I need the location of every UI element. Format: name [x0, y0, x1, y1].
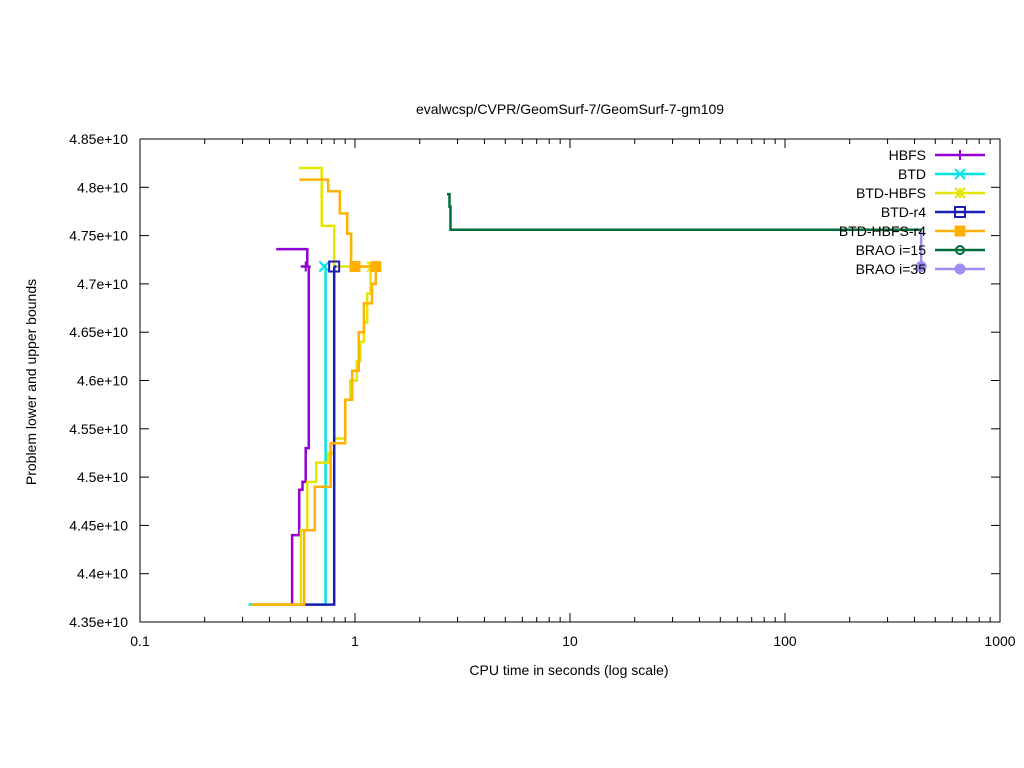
series-line — [299, 166, 372, 268]
data-point-marker — [915, 261, 927, 273]
y-tick-label: 4.55e+10 — [69, 421, 128, 437]
series-btd-r4 — [300, 260, 341, 606]
legend-marker — [954, 263, 966, 275]
legend-marker — [955, 245, 965, 255]
legend-item: BTD — [898, 166, 985, 182]
plot-frame — [139, 138, 1001, 623]
y-tick-label: 4.75e+10 — [69, 228, 128, 244]
data-point-marker — [328, 260, 341, 273]
legend-marker — [955, 150, 965, 160]
plot-series — [248, 166, 927, 606]
legend-label: BTD-HBFS — [856, 185, 926, 201]
legend-label: BRAO i=15 — [856, 242, 927, 258]
legend-item: BRAO i=15 — [856, 242, 985, 258]
series-btd-hbfs — [251, 166, 378, 606]
y-tick-label: 4.4e+10 — [77, 566, 128, 582]
y-tick-label: 4.85e+10 — [69, 131, 128, 147]
series-brao-i-35 — [915, 229, 927, 273]
x-tick-label: 100 — [773, 633, 797, 649]
legend-marker — [954, 225, 966, 237]
series-btd-hbfs-r4 — [251, 178, 382, 606]
series-line — [276, 247, 309, 268]
legend: HBFS BTD BTD-HBFS BTD-r4 BTD-HBFS-r4 BRAO i=1… — [839, 147, 985, 277]
plot-area: 0.1 1 10 100 1000 4.35e+10 4.4e+10 4.45e+10 4.5e… — [69, 131, 1016, 649]
x-axis-label: CPU time in seconds (log scale) — [469, 662, 668, 678]
legend-label: BTD-r4 — [881, 204, 926, 220]
series-btd — [248, 260, 331, 606]
legend-item: BTD-HBFS-r4 — [839, 223, 985, 239]
y-tick-label: 4.8e+10 — [77, 179, 128, 195]
legend-marker — [954, 206, 966, 218]
series-line — [251, 266, 311, 606]
legend-marker — [954, 168, 966, 180]
series-line — [248, 266, 327, 606]
y-tick-label: 4.5e+10 — [77, 469, 128, 485]
x-tick-label: 1 — [351, 633, 359, 649]
series-line — [251, 266, 378, 606]
legend-label: BTD-HBFS-r4 — [839, 223, 926, 239]
series-brao-i-15 — [447, 192, 922, 232]
x-tick-label: 10 — [562, 633, 578, 649]
legend-label: HBFS — [889, 147, 926, 163]
series-line — [299, 178, 376, 268]
data-point-marker — [318, 260, 331, 273]
data-point-marker — [300, 261, 311, 272]
y-tick-label: 4.7e+10 — [77, 276, 128, 292]
legend-item: BRAO i=35 — [856, 261, 985, 277]
y-tick-label: 4.6e+10 — [77, 373, 128, 389]
data-point-marker — [349, 261, 361, 273]
x-tick-label: 0.1 — [130, 633, 150, 649]
series-line — [300, 266, 336, 606]
legend-item: HBFS — [889, 147, 985, 163]
legend-marker — [954, 187, 966, 199]
series-line — [447, 192, 922, 232]
chart-title: evalwcsp/CVPR/GeomSurf-7/GeomSurf-7-gm10… — [416, 101, 724, 117]
y-tick-label: 4.45e+10 — [69, 517, 128, 533]
x-tick-label: 1000 — [984, 633, 1015, 649]
legend-label: BRAO i=35 — [856, 261, 927, 277]
y-axis-label: Problem lower and upper bounds — [23, 279, 39, 485]
legend-item: BTD-r4 — [881, 204, 985, 220]
series-line — [251, 266, 372, 606]
y-tick-label: 4.65e+10 — [69, 324, 128, 340]
legend-item: BTD-HBFS — [856, 185, 985, 201]
data-point-marker — [370, 261, 382, 273]
legend-label: BTD — [898, 166, 926, 182]
series-hbfs — [251, 247, 311, 606]
y-tick-label: 4.35e+10 — [69, 614, 128, 630]
